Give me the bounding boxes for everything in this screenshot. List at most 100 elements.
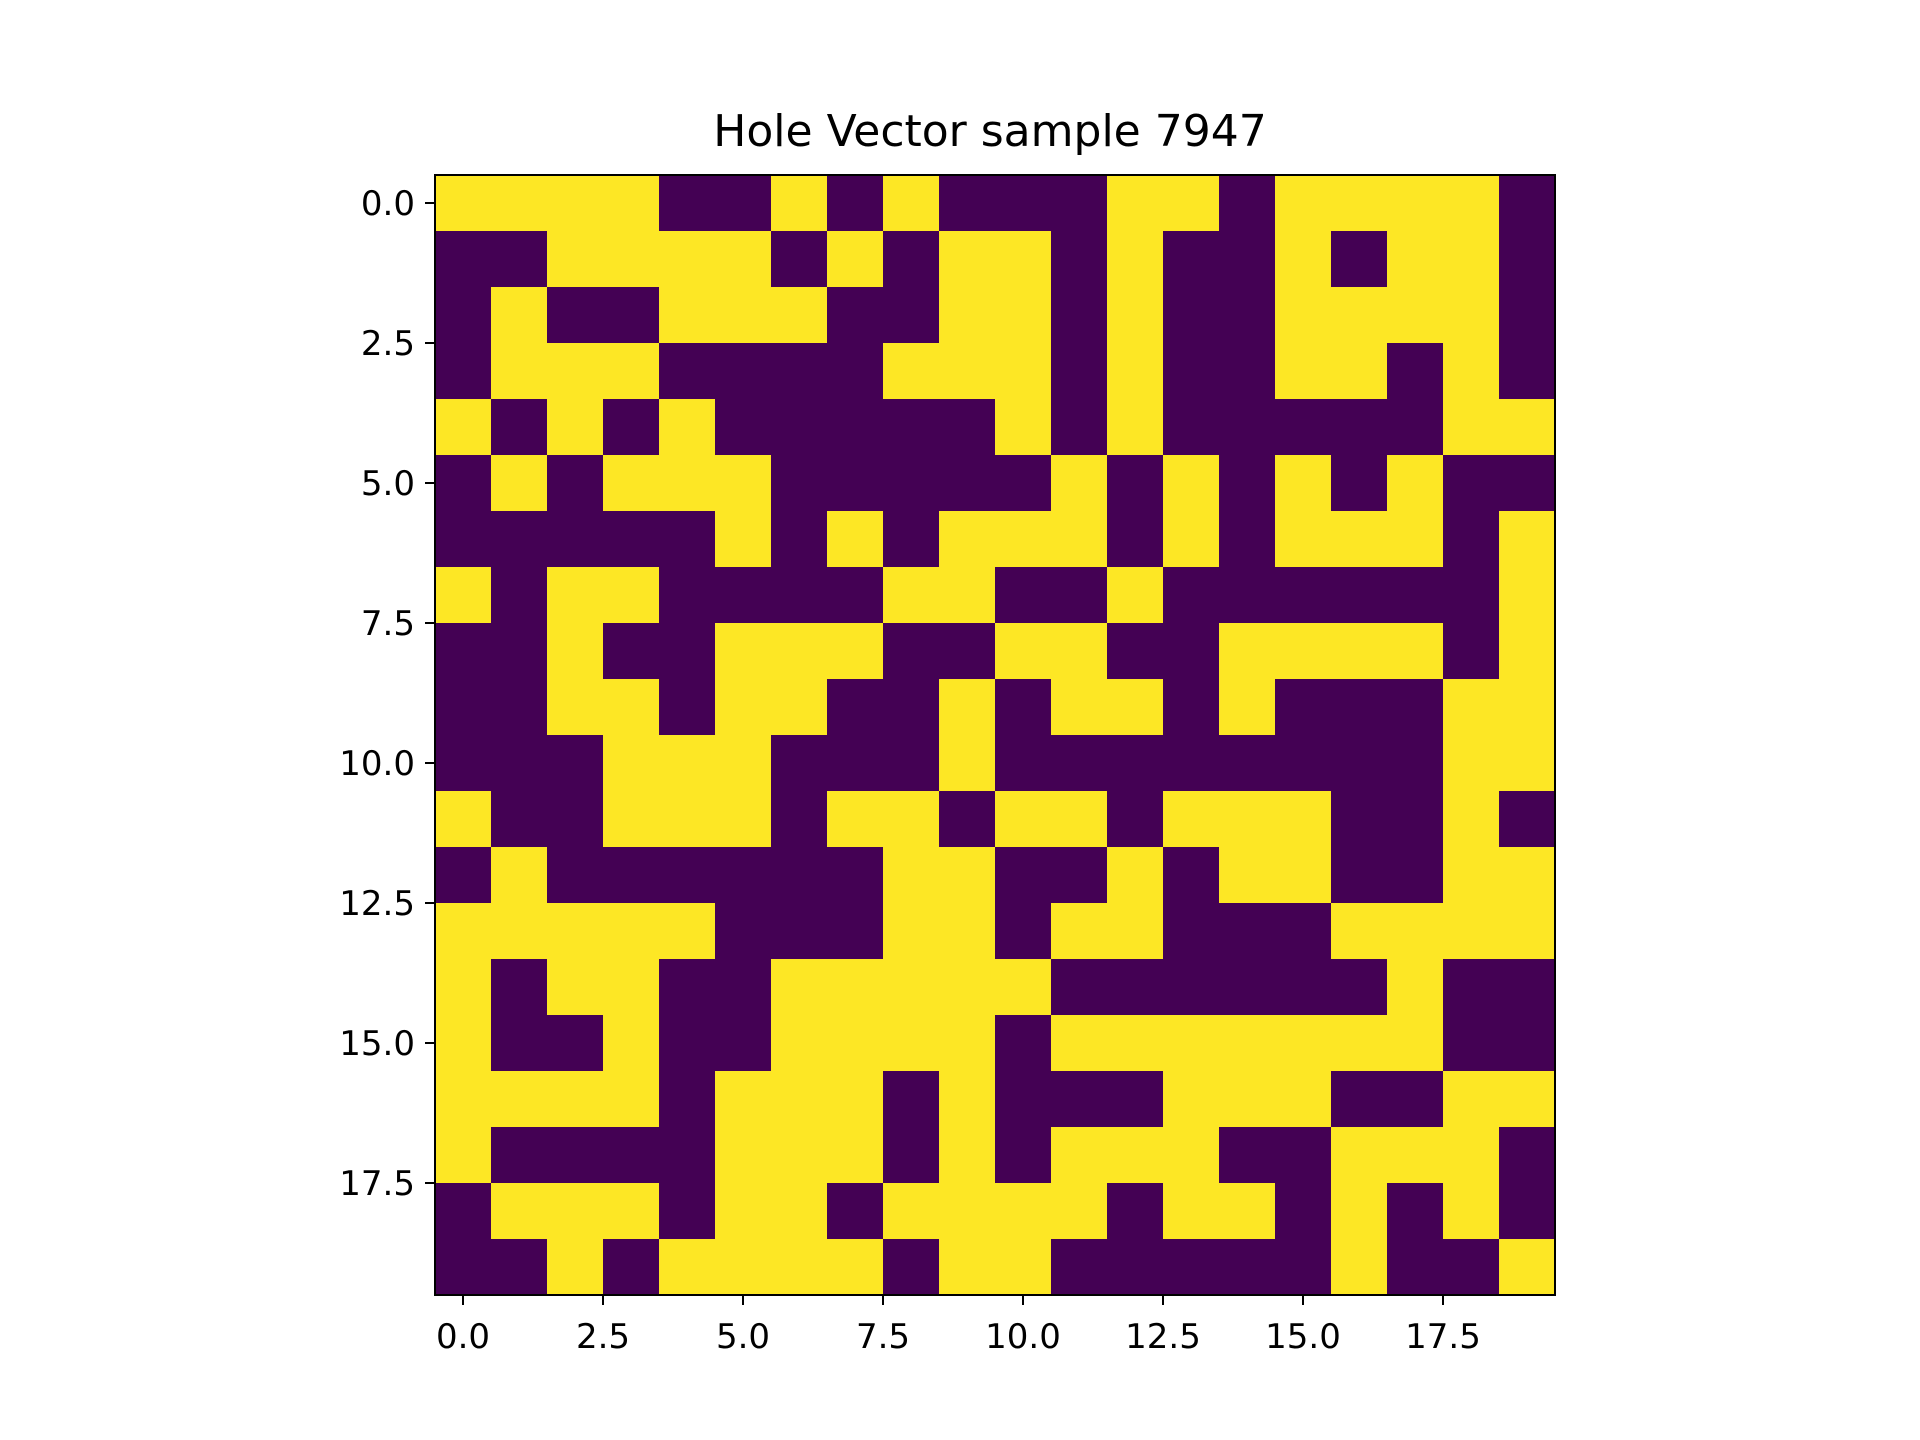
heatmap-cell [995, 399, 1052, 456]
heatmap-cell [1331, 1015, 1388, 1072]
heatmap-cell [1107, 1127, 1164, 1184]
heatmap-cell [1219, 567, 1276, 624]
y-tick-label: 17.5 [339, 1164, 415, 1204]
heatmap-cell [1051, 959, 1108, 1016]
heatmap-cell [491, 567, 548, 624]
heatmap-cell [659, 287, 716, 344]
heatmap-cell [883, 567, 940, 624]
heatmap-cell [1051, 343, 1108, 400]
heatmap-cell [995, 959, 1052, 1016]
heatmap-cell [771, 735, 828, 792]
heatmap-cell [1107, 847, 1164, 904]
heatmap-cell [603, 623, 660, 680]
heatmap-cell [771, 455, 828, 512]
heatmap-cell [1499, 679, 1556, 736]
heatmap-cell [603, 1127, 660, 1184]
x-tick-label: 7.5 [856, 1317, 910, 1357]
heatmap-cell [771, 175, 828, 232]
heatmap-cell [1275, 847, 1332, 904]
heatmap-cell [1387, 175, 1444, 232]
heatmap-cell [1107, 511, 1164, 568]
heatmap-cell [995, 455, 1052, 512]
heatmap-cell [1219, 455, 1276, 512]
heatmap-cell [715, 567, 772, 624]
heatmap-cell [1331, 847, 1388, 904]
heatmap-cell [827, 399, 884, 456]
heatmap-cell [827, 287, 884, 344]
heatmap-cell [1499, 511, 1556, 568]
heatmap-cell [547, 847, 604, 904]
heatmap-cell [603, 847, 660, 904]
heatmap-cell [1443, 959, 1500, 1016]
heatmap-cell [659, 735, 716, 792]
heatmap-cell [939, 847, 996, 904]
heatmap-cell [603, 959, 660, 1016]
heatmap-cell [1219, 623, 1276, 680]
heatmap-cell [1499, 1183, 1556, 1240]
heatmap-cell [1387, 679, 1444, 736]
heatmap-cell [1499, 399, 1556, 456]
heatmap-cell [883, 343, 940, 400]
heatmap-cell [1051, 455, 1108, 512]
heatmap-cell [1443, 231, 1500, 288]
heatmap-cell [659, 231, 716, 288]
heatmap-cell [1331, 399, 1388, 456]
heatmap-cell [1443, 175, 1500, 232]
heatmap-cell [1107, 1183, 1164, 1240]
heatmap-cell [659, 1239, 716, 1296]
heatmap-cell [435, 511, 492, 568]
heatmap-cell [1499, 791, 1556, 848]
heatmap-cell [1331, 1071, 1388, 1128]
x-tick-label: 5.0 [716, 1317, 770, 1357]
heatmap-cell [771, 847, 828, 904]
heatmap-cell [995, 735, 1052, 792]
heatmap-cells [435, 175, 1556, 1296]
heatmap-cell [1499, 1127, 1556, 1184]
heatmap-cell [1163, 735, 1220, 792]
heatmap-cell [1499, 231, 1556, 288]
heatmap-cell [1387, 959, 1444, 1016]
heatmap-cell [827, 1015, 884, 1072]
heatmap-cell [995, 511, 1052, 568]
heatmap-cell [827, 1071, 884, 1128]
heatmap-cell [715, 735, 772, 792]
heatmap-cell [1499, 1071, 1556, 1128]
heatmap-cell [1051, 903, 1108, 960]
heatmap-cell [1107, 175, 1164, 232]
heatmap-cell [435, 399, 492, 456]
heatmap-cell [1331, 1239, 1388, 1296]
heatmap-cell [659, 1071, 716, 1128]
heatmap-cell [715, 1183, 772, 1240]
heatmap-cell [491, 903, 548, 960]
heatmap-cell [1275, 1015, 1332, 1072]
heatmap-cell [1499, 175, 1556, 232]
heatmap-cell [1275, 735, 1332, 792]
heatmap-cell [1163, 287, 1220, 344]
heatmap-cell [771, 959, 828, 1016]
heatmap-cell [995, 1183, 1052, 1240]
heatmap-cell [1107, 1071, 1164, 1128]
heatmap-cell [1443, 567, 1500, 624]
heatmap-cell [827, 679, 884, 736]
heatmap-cell [1107, 343, 1164, 400]
heatmap-cell [1387, 847, 1444, 904]
heatmap-cell [603, 1239, 660, 1296]
heatmap-cell [827, 1183, 884, 1240]
heatmap-cell [1163, 1183, 1220, 1240]
heatmap-cell [827, 455, 884, 512]
heatmap-cell [883, 455, 940, 512]
heatmap-cell [939, 1015, 996, 1072]
heatmap-cell [995, 1071, 1052, 1128]
heatmap-cell [715, 1239, 772, 1296]
x-tick-label: 2.5 [576, 1317, 630, 1357]
heatmap-cell [1499, 455, 1556, 512]
heatmap-cell [1499, 903, 1556, 960]
heatmap-cell [659, 791, 716, 848]
heatmap-cell [715, 231, 772, 288]
heatmap-cell [547, 735, 604, 792]
heatmap-cell [771, 567, 828, 624]
heatmap-cell [603, 567, 660, 624]
heatmap-cell [491, 343, 548, 400]
heatmap-cell [883, 1183, 940, 1240]
heatmap-cell [547, 1239, 604, 1296]
